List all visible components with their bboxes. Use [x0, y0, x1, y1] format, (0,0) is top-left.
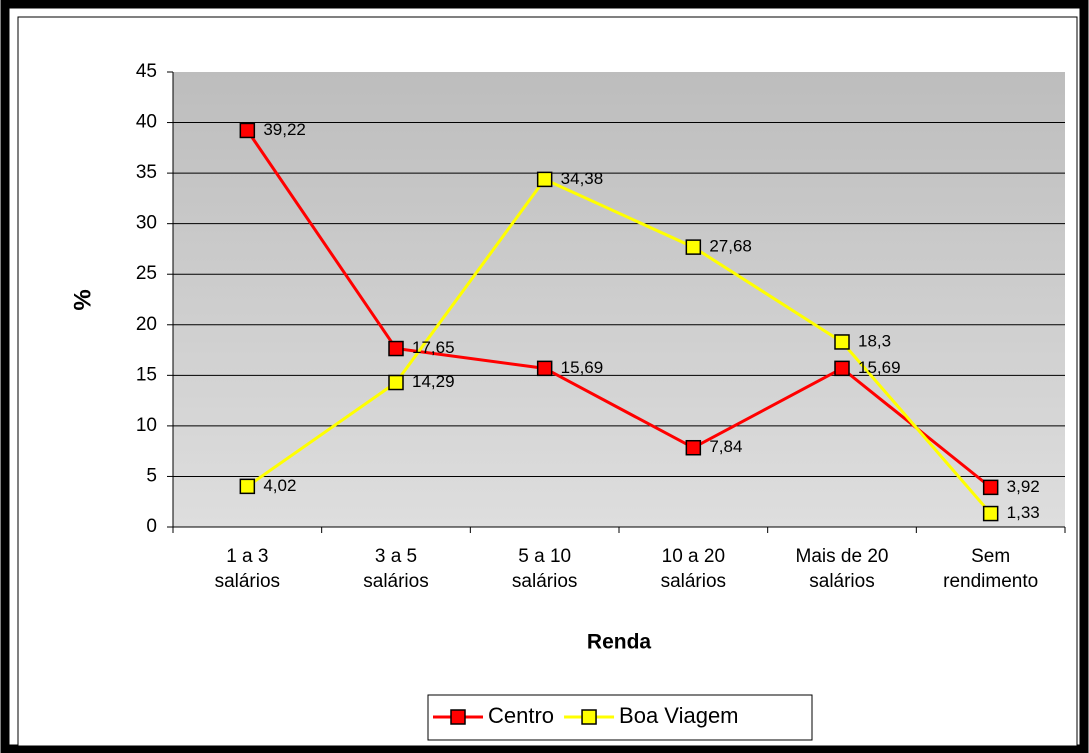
data-label: 34,38	[561, 169, 604, 188]
y-tick-label: 5	[146, 465, 157, 486]
y-tick-label: 45	[136, 61, 157, 82]
legend: Centro Boa Viagem	[427, 694, 813, 741]
data-label: 15,69	[561, 358, 604, 377]
x-tick-label: 3 a 5 salários	[363, 546, 428, 592]
data-label: 4,02	[263, 476, 296, 495]
marker	[685, 439, 702, 456]
marker	[685, 239, 702, 255]
legend-marker	[581, 709, 597, 725]
x-tick-label: Mais de 20 salários	[796, 546, 889, 592]
marker	[536, 171, 553, 188]
x-tick-label: Sem rendimento	[943, 546, 1038, 592]
data-label: 27,68	[709, 237, 752, 256]
marker	[536, 360, 553, 377]
y-tick-label: 40	[136, 112, 157, 133]
data-label: 14,29	[412, 372, 455, 391]
x-axis-title: Renda	[587, 631, 652, 654]
plot-area	[173, 72, 1065, 527]
legend-box	[427, 694, 813, 741]
data-label: 18,3	[858, 331, 891, 350]
legend-label: Boa Viagem	[619, 703, 738, 728]
x-tick-label: 5 a 10 salários	[512, 546, 577, 592]
data-label: 3,92	[1007, 477, 1040, 496]
y-tick-label: 20	[136, 314, 157, 335]
x-tick-label: 10 a 20 salários	[661, 546, 726, 592]
marker	[388, 340, 404, 357]
marker	[982, 479, 999, 496]
marker	[388, 374, 404, 391]
legend-label: Centro	[488, 703, 554, 728]
y-tick-label: 10	[136, 415, 157, 436]
y-tick-label: 35	[136, 162, 157, 183]
y-tick-label: 25	[136, 263, 157, 284]
y-tick-label: 0	[146, 516, 157, 537]
marker	[834, 334, 850, 350]
x-tick-label: 1 a 3 salários	[215, 546, 280, 592]
marker	[982, 505, 999, 522]
y-tick-label: 30	[136, 213, 157, 234]
series-line	[246, 177, 992, 515]
legend-marker	[450, 709, 466, 725]
y-axis-title: %	[69, 289, 96, 310]
marker	[239, 122, 256, 139]
marker	[239, 478, 256, 495]
series-line	[246, 129, 992, 489]
data-label: 39,22	[263, 120, 306, 139]
data-label: 1,33	[1007, 503, 1040, 522]
marker	[834, 360, 850, 377]
data-label: 7,84	[709, 437, 742, 456]
data-label: 17,65	[412, 338, 455, 357]
y-tick-label: 15	[136, 364, 157, 385]
data-label: 15,69	[858, 358, 901, 377]
